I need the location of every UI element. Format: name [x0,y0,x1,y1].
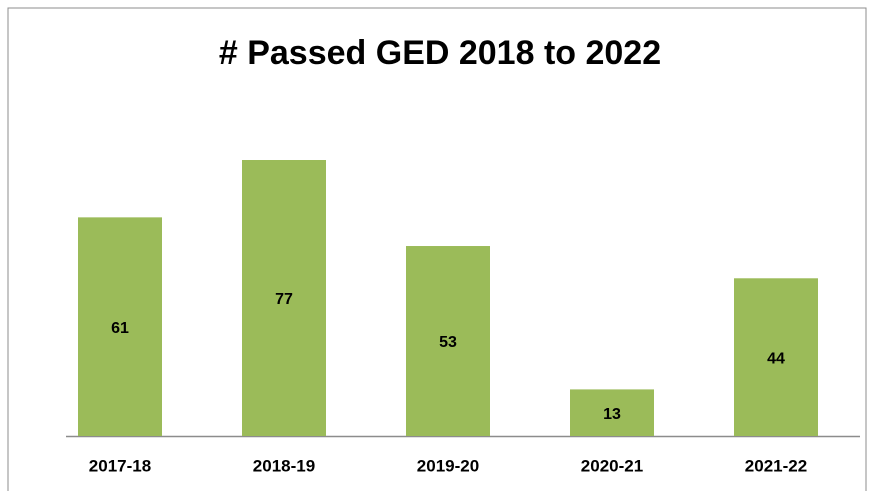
bar [734,278,818,436]
bar [78,217,162,436]
bar [242,160,326,436]
data-label: 44 [767,350,785,367]
x-tick-label: 2021-22 [745,456,807,475]
x-tick-label: 2020-21 [581,456,643,475]
x-tick-label: 2019-20 [417,456,479,475]
data-label: 53 [439,334,457,351]
data-label: 61 [111,320,129,337]
x-tick-label: 2018-19 [253,456,315,475]
bar [570,389,654,436]
data-label: 13 [603,406,621,423]
x-tick-label: 2017-18 [89,456,151,475]
bar [406,246,490,436]
data-label: 77 [275,291,293,308]
chart-title: # Passed GED 2018 to 2022 [219,34,661,72]
